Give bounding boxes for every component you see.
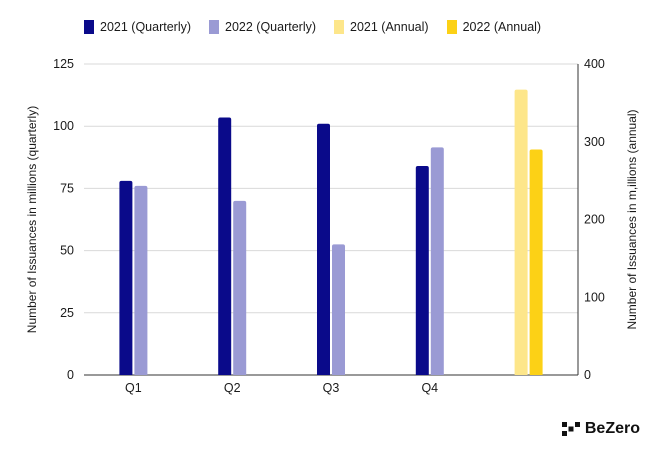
legend-label: 2022 (Annual) — [462, 20, 542, 34]
bar — [514, 89, 528, 375]
bezero-logo-icon — [561, 422, 580, 436]
legend-item-2022-quarterly: 2022 (Quarterly) — [209, 20, 316, 34]
legend-item-2022-annual: 2022 (Annual) — [446, 20, 542, 34]
bar — [218, 117, 232, 375]
legend-label: 2022 (Quarterly) — [225, 20, 317, 34]
bar — [134, 185, 148, 375]
y2-tick-label: 400 — [584, 57, 605, 71]
bar — [317, 123, 330, 375]
y-tick-label: 25 — [60, 306, 74, 320]
y-tick-label: 125 — [53, 57, 74, 71]
legend-label: 2021 (Quarterly) — [100, 20, 192, 34]
x-tick-label: Q3 — [323, 381, 340, 395]
y-tick-label: 75 — [60, 181, 74, 195]
bar — [332, 244, 345, 375]
y2-axis-title: Number of Issuances in m,illions (annual… — [625, 109, 639, 329]
legend-swatch — [84, 20, 94, 34]
x-tick-label: Q2 — [224, 381, 241, 395]
y2-tick-label: 300 — [584, 135, 605, 149]
bar — [430, 147, 444, 375]
y-axis-title: Number of Issuances in millions (quarter… — [25, 106, 39, 333]
bar — [529, 149, 543, 375]
logo-text: BeZero — [584, 420, 640, 437]
legend: 2021 (Quarterly) 2022 (Quarterly) 2021 (… — [84, 20, 541, 34]
y2-tick-label: 100 — [584, 290, 605, 304]
bar — [233, 200, 247, 375]
bar — [415, 166, 429, 375]
legend-swatch — [446, 20, 457, 34]
brand-logo: BeZero — [561, 420, 640, 438]
legend-swatch — [209, 20, 220, 34]
y-tick-label: 100 — [53, 119, 74, 133]
x-tick-label: Q4 — [421, 381, 438, 395]
y2-tick-label: 200 — [584, 213, 605, 227]
y-tick-label: 50 — [60, 244, 74, 258]
y-tick-label: 0 — [67, 368, 74, 382]
bar — [119, 180, 133, 375]
legend-label: 2021 (Annual) — [350, 20, 429, 34]
legend-item-2021-quarterly: 2021 (Quarterly) — [84, 20, 191, 34]
legend-swatch — [334, 20, 345, 34]
x-tick-label: Q1 — [125, 381, 142, 395]
legend-item-2021-annual: 2021 (Annual) — [334, 20, 429, 34]
y2-tick-label: 0 — [584, 368, 591, 382]
